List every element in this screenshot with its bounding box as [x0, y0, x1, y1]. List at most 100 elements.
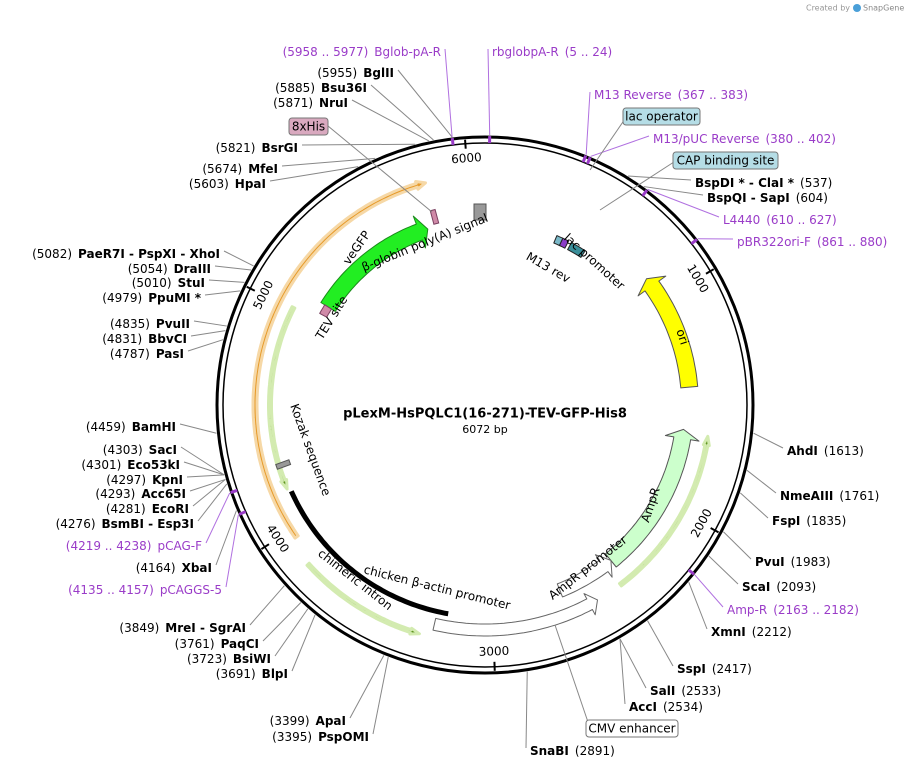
site-label: SalI (2533)	[650, 684, 721, 698]
primer-label: pBR322ori-F(861 .. 880)	[737, 235, 887, 249]
leader-line	[740, 493, 768, 518]
site-label-part: (4979)	[102, 291, 142, 305]
site-label-part: (537)	[800, 176, 832, 190]
site-label-part: (5082)	[32, 247, 72, 261]
primer-label-part: (4135 .. 4157)	[68, 583, 154, 597]
feature-label: M13 rev	[524, 249, 573, 285]
logo	[853, 4, 861, 12]
site-label-part: FspI	[772, 514, 800, 528]
leader-line	[270, 167, 358, 181]
leader-line	[526, 672, 527, 748]
leader-line	[180, 424, 216, 433]
site-label: (5955)BglII	[317, 66, 394, 80]
primer-label-part: (380 .. 402)	[766, 132, 836, 146]
leader-line	[184, 462, 224, 475]
site-label: (4281)EcoRI	[106, 502, 189, 516]
site-label-part: PvuI	[755, 555, 785, 569]
site-label: (3761)PaqCI	[175, 637, 259, 651]
leader-line	[689, 582, 707, 629]
site-label-part: (1613)	[824, 444, 864, 458]
site-label-part: (4831)	[102, 332, 142, 346]
site-label-part: (5821)	[216, 141, 256, 155]
site-label: BspQI - SapI(604)	[707, 191, 828, 205]
leader-line	[263, 602, 301, 641]
site-label-part: SalI	[650, 684, 675, 698]
site-label: AhdI (1613)	[787, 444, 864, 458]
site-label-part: (5871)	[273, 96, 313, 110]
site-label-part: (2212)	[752, 625, 792, 639]
site-label: (4303)SacI	[103, 443, 177, 457]
leader-line	[620, 639, 646, 688]
site-label: (5885)Bsu36I	[275, 81, 367, 95]
site-label-part: SnaBI	[530, 744, 569, 758]
ring-tick	[465, 140, 466, 149]
site-label-part: BlpI	[262, 667, 288, 681]
site-label: (3395)PspOMI	[272, 730, 369, 744]
site-label-part: SacI	[149, 443, 177, 457]
primer-label: M13/pUC Reverse(380 .. 402)	[653, 132, 836, 146]
site-label-part: BspDI * - ClaI *	[695, 176, 795, 190]
site-label-part: (4301)	[81, 458, 121, 472]
cmv-arc	[269, 307, 295, 489]
site-label: AccI(2534)	[629, 700, 703, 714]
site-label-part: (604)	[796, 191, 828, 205]
primer-label: L4440(610 .. 627)	[723, 213, 837, 227]
leader-line	[250, 586, 284, 625]
site-label: (4787)PasI	[110, 347, 184, 361]
site-label-part: (2417)	[712, 662, 752, 676]
site-label-part: AhdI	[787, 444, 818, 458]
primer-label: Amp-R (2163 .. 2182)	[727, 603, 859, 617]
leader-line	[216, 510, 236, 565]
site-label-part: SspI	[677, 662, 706, 676]
map-length: 6072 bp	[462, 423, 507, 436]
site-label: XmnI(2212)	[711, 625, 792, 639]
leader-line	[215, 266, 251, 270]
actin-promoter	[433, 594, 598, 636]
site-label: (5054)DraIII	[128, 262, 211, 276]
site-label: BspDI * - ClaI * (537)	[695, 176, 832, 190]
site-label-part: PaqCI	[221, 637, 259, 651]
primer-label-part: pCAG-F	[157, 539, 202, 553]
leader-line	[586, 92, 590, 155]
leader-line	[292, 615, 315, 671]
site-label-part: (1983)	[791, 555, 831, 569]
primer-label: (4219 .. 4238)pCAG-F	[66, 539, 202, 553]
ring-tick-label: 2000	[688, 506, 715, 540]
site-label-part: ApaI	[316, 714, 346, 728]
site-label-part: XbaI	[182, 561, 212, 575]
leader-line	[181, 447, 224, 475]
site-label-part: (3849)	[119, 621, 159, 635]
leader-line	[302, 144, 415, 145]
site-label: (4835)PvuII	[110, 317, 190, 331]
primer-label-part: (2163 .. 2182)	[773, 603, 859, 617]
site-label-part: (4293)	[95, 487, 135, 501]
site-label-part: (5955)	[317, 66, 357, 80]
primer-mark	[643, 190, 647, 196]
site-label-part: ScaI	[742, 580, 770, 594]
site-label-part: BbvCI	[148, 332, 187, 346]
feature-label: AmpR promoter	[546, 533, 630, 603]
leader-line	[190, 479, 225, 491]
leader-line	[754, 433, 783, 448]
leader-line	[590, 136, 649, 156]
feature-box-label: 8xHis	[292, 120, 325, 134]
site-label-part: (5603)	[189, 177, 229, 191]
site-label-part: Eco53kI	[127, 458, 180, 472]
primer-label-part: Amp-R	[727, 603, 767, 617]
primer-label-part: (5 .. 24)	[565, 45, 613, 59]
site-label: (4293)Acc65I	[95, 487, 186, 501]
site-label-part: PasI	[156, 347, 184, 361]
site-label: (4459)BamHI	[86, 420, 176, 434]
brand: SnapGene	[863, 4, 904, 13]
primer-label-part: (610 .. 627)	[766, 213, 836, 227]
primer-label: M13 Reverse(367 .. 383)	[594, 88, 748, 102]
primer-label: (5958 .. 5977)Bglob-pA-R	[283, 45, 441, 59]
site-label-part: (1761)	[839, 489, 879, 503]
leader-line	[224, 251, 254, 266]
site-label-part: BsmBI - Esp3I	[102, 517, 194, 531]
leader-line	[555, 625, 590, 728]
site-label-part: (2533)	[681, 684, 721, 698]
primer-label-part: (861 .. 880)	[817, 235, 887, 249]
site-label-part: (2891)	[575, 744, 615, 758]
